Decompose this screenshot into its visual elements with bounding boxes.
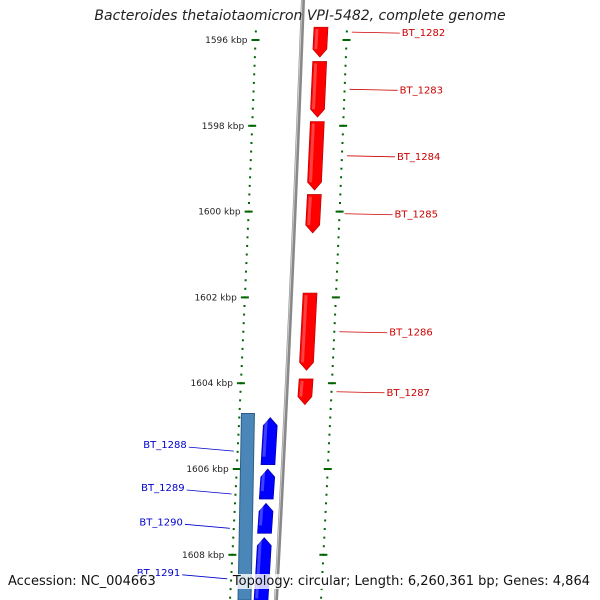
gene-BT_1291 [253,537,272,600]
gene-labels: BT_1282 BT_1283 BT_1284 BT_1285 BT_1286 BT_12… [137,28,445,580]
gene-BT_1289 [258,468,276,500]
gene-shade [299,380,304,397]
gene-label: BT_1284 [397,152,440,163]
gene-arrow [312,26,329,58]
leader-line [351,31,400,34]
gene-arrow [307,121,325,191]
operon-block [237,413,255,600]
genome-backbone-highlight [274,0,303,600]
gene-BT_1284 [307,121,325,191]
gene-label: BT_1286 [389,328,432,339]
gene-BT_1282 [312,26,329,58]
gene-BT_1286 [299,292,318,371]
gene-shade [314,29,319,50]
gene-label: BT_1283 [400,85,443,96]
gene-shade [312,63,318,110]
gene-label: BT_1291 [137,568,180,579]
leader-line [346,155,395,158]
genome-summary: Topology: circular; Length: 6,260,361 bp… [232,574,590,589]
gene-shade [262,419,268,457]
accession-label: Accession: NC_004663 [8,574,156,589]
scale-ticks: 1596 kbp 1598 kbp 1600 kbp 1602 kbp 1604 kbp… [182,30,351,599]
gene-label: BT_1282 [402,28,445,39]
leader-line [349,88,398,91]
gene-arrow [310,61,328,118]
gene-arrow [299,292,318,371]
gene-shade [258,505,264,526]
gene-label: BT_1285 [395,210,438,221]
gene-BT_1288 [260,417,278,466]
gene-BT_1285 [305,194,322,234]
gene-BT_1290 [257,502,274,534]
leader-line [186,489,232,495]
tick-label: 1600 kbp [198,208,241,218]
operon-bar [237,413,255,600]
gene-shade [307,196,312,226]
tick-label: 1608 kbp [182,551,225,561]
gene-label: BT_1290 [139,517,182,528]
gene-BT_1283 [310,61,328,118]
gene-arrow [260,417,278,466]
map-title: Bacteroides thetaiotaomicron VPI-5482, c… [94,8,506,24]
gene-arrow [297,378,314,406]
gene-shade [301,295,308,363]
leader-line [184,523,230,529]
leader-line [182,574,228,580]
tick-label: 1598 kbp [202,122,245,132]
gene-shade [260,470,266,492]
gene-arrow [305,194,322,234]
gene-arrow [258,468,276,500]
gene-shade [309,123,315,183]
tick-label: 1606 kbp [186,465,229,475]
leader-line [344,213,393,216]
gene-label: BT_1287 [387,388,430,399]
leader-line [188,446,234,452]
tick-label: 1596 kbp [205,36,248,46]
leader-line [336,391,385,394]
gene-label: BT_1289 [141,483,184,494]
gene-BT_1287 [297,378,314,406]
tick-label: 1602 kbp [194,293,237,303]
gene-label: BT_1288 [143,440,186,451]
leader-line [339,331,388,334]
genome-backbone [274,0,305,600]
gene-arrow [257,502,274,534]
tick-label: 1604 kbp [191,379,234,389]
